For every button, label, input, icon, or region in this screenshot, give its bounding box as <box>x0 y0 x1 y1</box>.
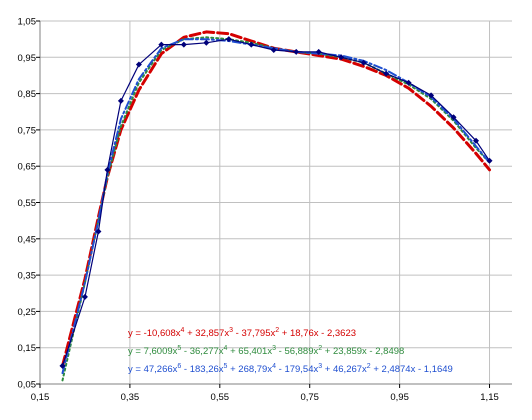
equation-exponent: 3 <box>229 327 233 334</box>
equation-term: - 179,54x <box>276 364 318 375</box>
y-tick-label: 0,65 <box>18 162 37 173</box>
data-point-marker <box>405 79 412 86</box>
trendline-curve-1 <box>61 30 491 368</box>
data-point-marker <box>486 157 493 164</box>
equation-exponent: 5 <box>224 363 228 370</box>
equation-term: + 23,859x - 2,8498 <box>322 346 404 357</box>
y-tick-label: 0,85 <box>18 89 37 100</box>
y-tick-label: 0,05 <box>18 380 37 391</box>
equation-exponent: 6 <box>177 363 181 370</box>
trendlines <box>61 30 491 382</box>
equation-exponent: 3 <box>272 345 276 352</box>
data-point-marker <box>293 48 300 55</box>
equation-exponent: 2 <box>367 363 371 370</box>
trendline-equation-3: y = 47,266x6 - 183,26x5 + 268,79x4 - 179… <box>128 363 453 375</box>
data-point-marker <box>180 41 187 48</box>
x-tick-label: 1,15 <box>480 392 499 403</box>
equation-exponent: 2 <box>318 345 322 352</box>
trendline-equation-2: y = 7,6009x5 - 36,277x4 + 65,401x3 - 56,… <box>128 345 404 357</box>
equation-term: + 46,267x <box>322 364 367 375</box>
equation-exponent: 3 <box>318 363 322 370</box>
trendline-equations: y = -10,608x4 + 32,857x3 - 37,795x2 + 18… <box>128 327 453 375</box>
data-point-marker <box>270 47 277 54</box>
equation-term: + 2,4874x - 1,1649 <box>371 364 453 375</box>
data-series <box>59 36 493 369</box>
trendline-equation-1: y = -10,608x4 + 32,857x3 - 37,795x2 + 18… <box>128 327 356 339</box>
data-point-marker <box>315 48 322 55</box>
equation-term: - 56,889x <box>276 346 318 357</box>
equation-term: - 37,795x <box>233 328 275 339</box>
y-axis-ticks: 0,05 0,15 0,25 0,35 0,45 0,55 0,65 0,75 0,85 0,95… <box>18 17 40 391</box>
equation-term: + 32,857x <box>184 328 229 339</box>
data-point-marker <box>450 114 457 121</box>
data-point-marker <box>81 293 88 300</box>
equation-term: + 65,401x <box>227 346 272 357</box>
data-point-marker <box>473 137 480 144</box>
y-tick-label: 0,75 <box>18 125 37 136</box>
x-tick-label: 0,55 <box>211 392 230 403</box>
data-point-marker <box>360 59 367 66</box>
data-point-marker <box>248 41 255 48</box>
y-tick-label: 0,55 <box>18 198 37 209</box>
data-point-marker <box>383 70 390 77</box>
data-point-marker <box>428 92 435 99</box>
x-tick-label: 0,95 <box>390 392 409 403</box>
y-tick-label: 0,45 <box>18 234 37 245</box>
equation-exponent: 2 <box>275 327 279 334</box>
data-point-marker <box>95 228 102 235</box>
equation-term: y = 47,266x <box>128 364 178 375</box>
equation-term: + 268,79x <box>227 364 272 375</box>
data-point-marker <box>135 61 142 68</box>
y-tick-label: 0,25 <box>18 307 37 318</box>
y-tick-label: 0,15 <box>18 343 37 354</box>
equation-term: y = -10,608x <box>128 328 181 339</box>
data-point-marker <box>158 41 165 48</box>
data-point-marker <box>117 97 124 104</box>
equation-exponent: 4 <box>181 327 185 334</box>
x-tick-label: 0,35 <box>121 392 140 403</box>
y-tick-label: 0,95 <box>18 53 37 64</box>
equation-exponent: 5 <box>177 345 181 352</box>
y-tick-label: 1,05 <box>18 17 37 28</box>
data-point-marker <box>203 39 210 46</box>
data-point-marker <box>59 362 66 369</box>
data-point-marker <box>104 166 111 173</box>
equation-term: + 18,76x - 2,3623 <box>279 328 356 339</box>
x-tick-label: 0,75 <box>300 392 319 403</box>
equation-exponent: 4 <box>224 345 228 352</box>
y-tick-label: 0,35 <box>18 271 37 282</box>
data-series-line <box>61 38 490 367</box>
equation-term: y = 7,6009x <box>128 346 178 357</box>
x-axis-ticks: 0,15 0,35 0,55 0,75 0,95 1,15 <box>31 384 499 403</box>
equation-exponent: 4 <box>272 363 276 370</box>
trendline-curve-3 <box>61 38 491 375</box>
equation-term: - 36,277x <box>181 346 223 357</box>
data-point-marker <box>225 36 232 43</box>
x-tick-label: 0,15 <box>31 392 50 403</box>
data-point-marker <box>338 54 345 61</box>
trendline-curve-2 <box>61 36 491 382</box>
equation-term: - 183,26x <box>181 364 223 375</box>
